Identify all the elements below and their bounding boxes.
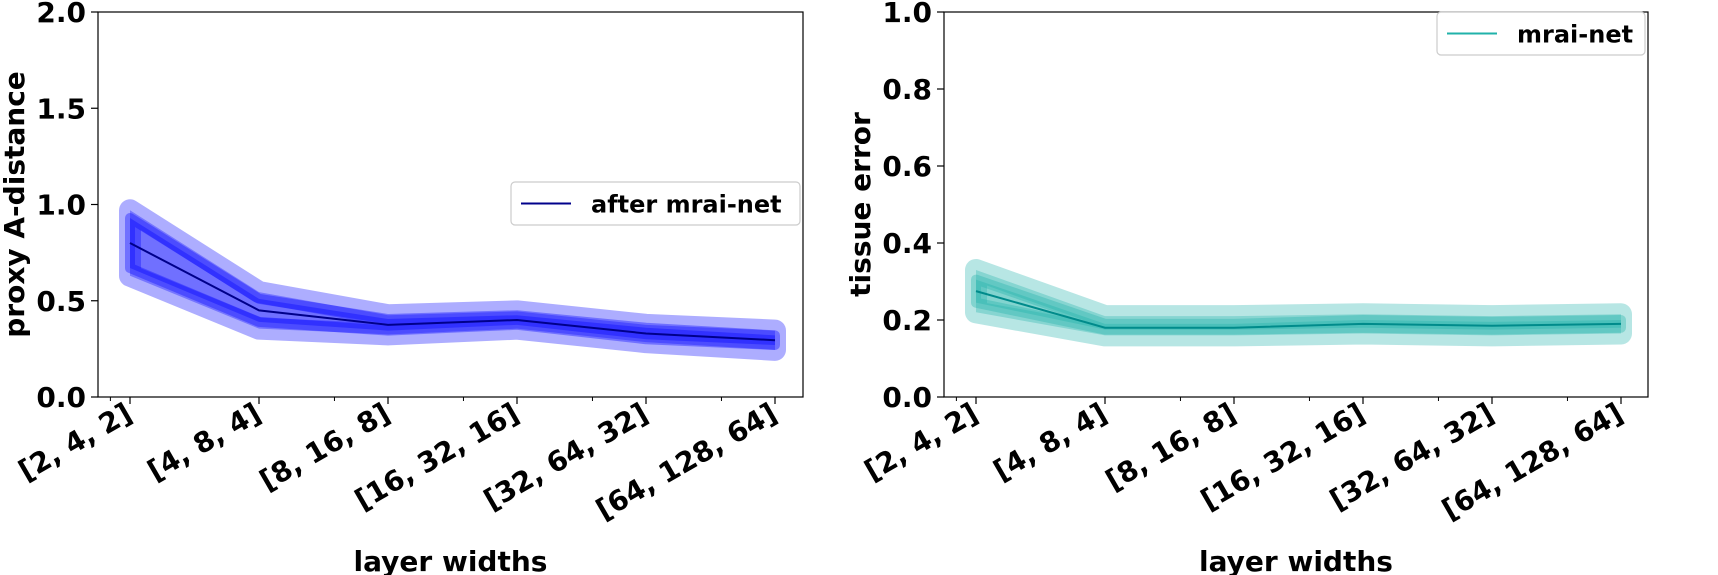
legend: mrai-net <box>1436 11 1646 56</box>
y-axis-label: proxy A-distance <box>0 71 31 338</box>
y-axis-label: tissue error <box>844 112 877 297</box>
chart-panel-2: 0.00.20.40.60.81.0[2, 4, 2] [4, 8, 4][8, … <box>844 0 1649 575</box>
y-tick-label: 0.0 <box>882 381 932 414</box>
y-tick-label: 0.8 <box>882 73 932 106</box>
series-1-outer-band <box>965 258 1632 347</box>
y-tick-label: 2.0 <box>36 0 86 29</box>
y-tick-label: 1.0 <box>882 0 932 29</box>
legend: after mrai-net <box>510 181 801 226</box>
x-tick-label: [4, 8, 4] <box>988 396 1113 487</box>
y-tick-label: 0.6 <box>882 150 932 183</box>
chart-panel-1: 0.00.51.01.52.0[2, 4, 2] [4, 8, 4][8, 16,… <box>0 0 804 575</box>
axes-frame <box>943 11 1649 398</box>
x-axis-label: layer widths <box>354 545 548 575</box>
series-1-line <box>975 290 1622 329</box>
legend-label: after mrai-net <box>591 191 782 219</box>
series-1-line <box>129 242 776 342</box>
y-tick-label: 1.0 <box>36 189 86 222</box>
y-tick-label: 0.0 <box>36 381 86 414</box>
y-tick-label: 0.5 <box>36 285 86 318</box>
legend-label: mrai-net <box>1517 21 1633 49</box>
y-tick-label: 1.5 <box>36 92 86 125</box>
y-tick-label: 0.2 <box>882 304 932 337</box>
legend-box <box>510 181 801 226</box>
x-axis-label: layer widths <box>1199 545 1393 575</box>
legend-box <box>1436 11 1646 56</box>
x-tick-label: [4, 8, 4] <box>142 396 267 487</box>
y-tick-label: 0.4 <box>882 227 932 260</box>
